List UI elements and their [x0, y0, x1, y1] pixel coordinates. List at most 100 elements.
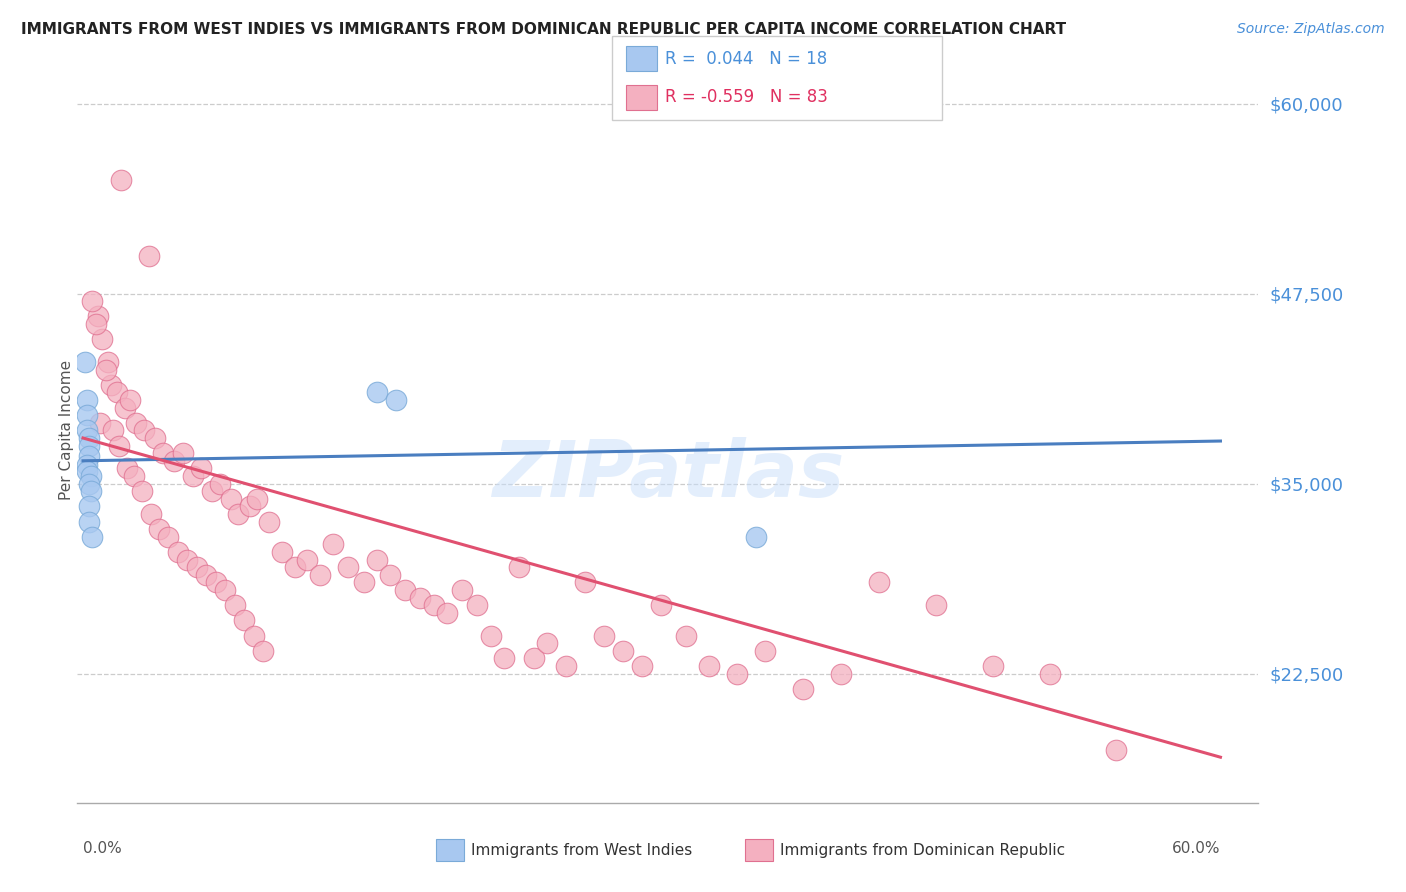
Point: [201, 484, 224, 499]
Point: [214, 582, 236, 597]
Point: [385, 392, 408, 407]
Point: [366, 385, 388, 400]
Text: R = -0.559   N = 83: R = -0.559 N = 83: [665, 88, 828, 106]
Point: [337, 560, 360, 574]
Point: [110, 172, 132, 186]
Point: [77, 449, 100, 463]
Point: [451, 582, 474, 597]
Point: [76, 408, 98, 422]
Point: [141, 507, 163, 521]
Point: [100, 377, 122, 392]
Point: [103, 423, 125, 437]
Point: [465, 598, 488, 612]
Point: [77, 439, 100, 453]
Point: [73, 355, 96, 369]
Y-axis label: Per Capita Income: Per Capita Income: [59, 360, 73, 500]
Point: [830, 666, 852, 681]
Point: [190, 461, 212, 475]
Point: [125, 416, 148, 430]
Point: [422, 598, 444, 612]
Point: [295, 552, 318, 566]
Point: [122, 469, 145, 483]
Point: [186, 560, 208, 574]
Point: [479, 629, 502, 643]
Point: [868, 575, 890, 590]
Text: IMMIGRANTS FROM WEST INDIES VS IMMIGRANTS FROM DOMINICAN REPUBLIC PER CAPITA INC: IMMIGRANTS FROM WEST INDIES VS IMMIGRANT…: [21, 22, 1066, 37]
Point: [77, 431, 100, 445]
Point: [725, 666, 748, 681]
Text: Source: ZipAtlas.com: Source: ZipAtlas.com: [1237, 22, 1385, 37]
Point: [77, 515, 100, 529]
Point: [284, 560, 307, 574]
Point: [271, 545, 294, 559]
Point: [631, 659, 654, 673]
Point: [436, 606, 458, 620]
Point: [143, 431, 166, 445]
Point: [76, 458, 98, 473]
Point: [114, 401, 136, 415]
Point: [131, 484, 153, 499]
Point: [555, 659, 578, 673]
Point: [492, 651, 515, 665]
Point: [120, 392, 142, 407]
Point: [181, 469, 204, 483]
Point: [89, 416, 111, 430]
Text: Immigrants from Dominican Republic: Immigrants from Dominican Republic: [780, 843, 1066, 857]
Point: [366, 552, 388, 566]
Point: [163, 454, 186, 468]
Point: [228, 507, 250, 521]
Point: [94, 362, 117, 376]
Point: [157, 530, 180, 544]
Point: [219, 491, 242, 506]
Point: [612, 644, 634, 658]
Point: [981, 659, 1004, 673]
Point: [242, 629, 264, 643]
Point: [508, 560, 530, 574]
Point: [138, 249, 160, 263]
Point: [353, 575, 375, 590]
Point: [152, 446, 174, 460]
Point: [82, 530, 104, 544]
Point: [697, 659, 720, 673]
Point: [208, 476, 231, 491]
Point: [650, 598, 672, 612]
Text: 0.0%: 0.0%: [83, 841, 122, 855]
Point: [675, 629, 697, 643]
Point: [378, 567, 401, 582]
Point: [87, 310, 110, 324]
Point: [792, 681, 814, 696]
Point: [82, 294, 104, 309]
Point: [394, 582, 416, 597]
Point: [166, 545, 188, 559]
Point: [523, 651, 546, 665]
Point: [115, 461, 138, 475]
Point: [246, 491, 269, 506]
Point: [257, 515, 280, 529]
Point: [79, 484, 101, 499]
Point: [97, 355, 120, 369]
Point: [105, 385, 128, 400]
Point: [204, 575, 226, 590]
Point: [1039, 666, 1062, 681]
Text: ZIPatlas: ZIPatlas: [492, 437, 844, 513]
Point: [91, 332, 114, 346]
Point: [536, 636, 558, 650]
Point: [108, 439, 131, 453]
Point: [754, 644, 776, 658]
Point: [84, 317, 107, 331]
Point: [574, 575, 596, 590]
Point: [252, 644, 274, 658]
Point: [173, 446, 195, 460]
Point: [132, 423, 155, 437]
Point: [239, 500, 262, 514]
Point: [148, 522, 170, 536]
Point: [76, 465, 98, 479]
Point: [409, 591, 432, 605]
Point: [233, 614, 256, 628]
Point: [925, 598, 948, 612]
Point: [76, 423, 98, 437]
Point: [176, 552, 198, 566]
Text: R =  0.044   N = 18: R = 0.044 N = 18: [665, 50, 827, 68]
Point: [76, 392, 98, 407]
Point: [195, 567, 218, 582]
